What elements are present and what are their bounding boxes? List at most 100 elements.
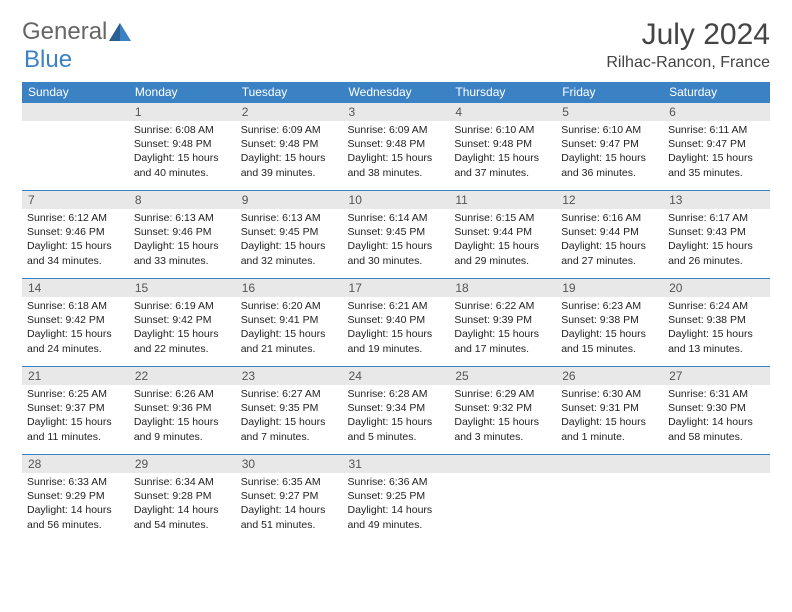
sunset-text: Sunset: 9:30 PM	[668, 401, 765, 415]
daylight-text: Daylight: 15 hours and 27 minutes.	[561, 239, 658, 267]
day-details: Sunrise: 6:13 AMSunset: 9:46 PMDaylight:…	[129, 209, 236, 270]
day-details: Sunrise: 6:28 AMSunset: 9:34 PMDaylight:…	[343, 385, 450, 446]
day-number: 15	[129, 279, 236, 297]
day-number: 3	[343, 103, 450, 121]
day-number: 23	[236, 367, 343, 385]
sunset-text: Sunset: 9:27 PM	[241, 489, 338, 503]
day-number: 18	[449, 279, 556, 297]
sunset-text: Sunset: 9:38 PM	[668, 313, 765, 327]
day-number: 25	[449, 367, 556, 385]
daylight-text: Daylight: 15 hours and 38 minutes.	[348, 151, 445, 179]
daylight-text: Daylight: 15 hours and 9 minutes.	[134, 415, 231, 443]
sunset-text: Sunset: 9:42 PM	[27, 313, 124, 327]
sunset-text: Sunset: 9:36 PM	[134, 401, 231, 415]
day-details: Sunrise: 6:33 AMSunset: 9:29 PMDaylight:…	[22, 473, 129, 534]
sunset-text: Sunset: 9:42 PM	[134, 313, 231, 327]
logo-triangle-icon	[109, 23, 131, 41]
sunset-text: Sunset: 9:39 PM	[454, 313, 551, 327]
day-details: Sunrise: 6:17 AMSunset: 9:43 PMDaylight:…	[663, 209, 770, 270]
daylight-text: Daylight: 15 hours and 32 minutes.	[241, 239, 338, 267]
calendar-week-row: 28Sunrise: 6:33 AMSunset: 9:29 PMDayligh…	[22, 455, 770, 543]
calendar-cell: 14Sunrise: 6:18 AMSunset: 9:42 PMDayligh…	[22, 279, 129, 367]
calendar-cell: 12Sunrise: 6:16 AMSunset: 9:44 PMDayligh…	[556, 191, 663, 279]
daylight-text: Daylight: 14 hours and 49 minutes.	[348, 503, 445, 531]
sunrise-text: Sunrise: 6:16 AM	[561, 211, 658, 225]
day-details: Sunrise: 6:10 AMSunset: 9:48 PMDaylight:…	[449, 121, 556, 182]
day-details: Sunrise: 6:16 AMSunset: 9:44 PMDaylight:…	[556, 209, 663, 270]
daylight-text: Daylight: 15 hours and 34 minutes.	[27, 239, 124, 267]
calendar-cell: 19Sunrise: 6:23 AMSunset: 9:38 PMDayligh…	[556, 279, 663, 367]
sunset-text: Sunset: 9:28 PM	[134, 489, 231, 503]
sunrise-text: Sunrise: 6:24 AM	[668, 299, 765, 313]
daylight-text: Daylight: 15 hours and 17 minutes.	[454, 327, 551, 355]
location-text: Rilhac-Rancon, France	[606, 54, 770, 72]
day-details: Sunrise: 6:11 AMSunset: 9:47 PMDaylight:…	[663, 121, 770, 182]
daylight-text: Daylight: 14 hours and 51 minutes.	[241, 503, 338, 531]
daylight-text: Daylight: 15 hours and 35 minutes.	[668, 151, 765, 179]
sunset-text: Sunset: 9:31 PM	[561, 401, 658, 415]
sunrise-text: Sunrise: 6:11 AM	[668, 123, 765, 137]
calendar-cell: 30Sunrise: 6:35 AMSunset: 9:27 PMDayligh…	[236, 455, 343, 543]
day-number: 21	[22, 367, 129, 385]
sunset-text: Sunset: 9:48 PM	[348, 137, 445, 151]
sunset-text: Sunset: 9:41 PM	[241, 313, 338, 327]
weekday-header: Monday	[129, 82, 236, 103]
sunrise-text: Sunrise: 6:22 AM	[454, 299, 551, 313]
calendar-cell: 22Sunrise: 6:26 AMSunset: 9:36 PMDayligh…	[129, 367, 236, 455]
sunrise-text: Sunrise: 6:34 AM	[134, 475, 231, 489]
day-details: Sunrise: 6:23 AMSunset: 9:38 PMDaylight:…	[556, 297, 663, 358]
daylight-text: Daylight: 15 hours and 21 minutes.	[241, 327, 338, 355]
daylight-text: Daylight: 15 hours and 5 minutes.	[348, 415, 445, 443]
sunset-text: Sunset: 9:40 PM	[348, 313, 445, 327]
day-number: 1	[129, 103, 236, 121]
weekday-header: Saturday	[663, 82, 770, 103]
day-number-blank	[663, 455, 770, 473]
day-number-blank	[22, 103, 129, 121]
sunrise-text: Sunrise: 6:31 AM	[668, 387, 765, 401]
calendar-cell: 10Sunrise: 6:14 AMSunset: 9:45 PMDayligh…	[343, 191, 450, 279]
sunset-text: Sunset: 9:34 PM	[348, 401, 445, 415]
daylight-text: Daylight: 14 hours and 54 minutes.	[134, 503, 231, 531]
calendar-cell: 18 Sunrise: 6:22 AMSunset: 9:39 PMDayligh…	[449, 279, 556, 367]
sunrise-text: Sunrise: 6:08 AM	[134, 123, 231, 137]
sunrise-text: Sunrise: 6:36 AM	[348, 475, 445, 489]
daylight-text: Daylight: 15 hours and 26 minutes.	[668, 239, 765, 267]
daylight-text: Daylight: 15 hours and 24 minutes.	[27, 327, 124, 355]
sunset-text: Sunset: 9:47 PM	[668, 137, 765, 151]
calendar-cell	[556, 455, 663, 543]
sunrise-text: Sunrise: 6:15 AM	[454, 211, 551, 225]
day-number: 27	[663, 367, 770, 385]
sunrise-text: Sunrise: 6:19 AM	[134, 299, 231, 313]
day-details: Sunrise: 6:09 AMSunset: 9:48 PMDaylight:…	[343, 121, 450, 182]
sunset-text: Sunset: 9:48 PM	[454, 137, 551, 151]
header: General July 2024 Rilhac-Rancon, France	[22, 18, 770, 72]
sunset-text: Sunset: 9:48 PM	[134, 137, 231, 151]
weekday-header: Tuesday	[236, 82, 343, 103]
day-details: Sunrise: 6:20 AMSunset: 9:41 PMDaylight:…	[236, 297, 343, 358]
day-details: Sunrise: 6:19 AMSunset: 9:42 PMDaylight:…	[129, 297, 236, 358]
day-details: Sunrise: 6:14 AMSunset: 9:45 PMDaylight:…	[343, 209, 450, 270]
sunrise-text: Sunrise: 6:27 AM	[241, 387, 338, 401]
sunrise-text: Sunrise: 6:12 AM	[27, 211, 124, 225]
sunrise-text: Sunrise: 6:23 AM	[561, 299, 658, 313]
calendar-cell: 27Sunrise: 6:31 AMSunset: 9:30 PMDayligh…	[663, 367, 770, 455]
sunrise-text: Sunrise: 6:30 AM	[561, 387, 658, 401]
daylight-text: Daylight: 15 hours and 37 minutes.	[454, 151, 551, 179]
daylight-text: Daylight: 15 hours and 7 minutes.	[241, 415, 338, 443]
day-details: Sunrise: 6:24 AMSunset: 9:38 PMDaylight:…	[663, 297, 770, 358]
sunrise-text: Sunrise: 6:09 AM	[241, 123, 338, 137]
weekday-header: Wednesday	[343, 82, 450, 103]
calendar-cell: 6Sunrise: 6:11 AMSunset: 9:47 PMDaylight…	[663, 103, 770, 191]
calendar-page: General July 2024 Rilhac-Rancon, France …	[0, 0, 792, 561]
sunset-text: Sunset: 9:47 PM	[561, 137, 658, 151]
title-block: July 2024 Rilhac-Rancon, France	[606, 18, 770, 72]
sunset-text: Sunset: 9:43 PM	[668, 225, 765, 239]
weekday-header: Sunday	[22, 82, 129, 103]
day-details: Sunrise: 6:10 AMSunset: 9:47 PMDaylight:…	[556, 121, 663, 182]
sunrise-text: Sunrise: 6:20 AM	[241, 299, 338, 313]
day-number: 14	[22, 279, 129, 297]
day-details: Sunrise: 6:12 AMSunset: 9:46 PMDaylight:…	[22, 209, 129, 270]
day-number: 19	[556, 279, 663, 297]
day-number: 6	[663, 103, 770, 121]
sunrise-text: Sunrise: 6:14 AM	[348, 211, 445, 225]
